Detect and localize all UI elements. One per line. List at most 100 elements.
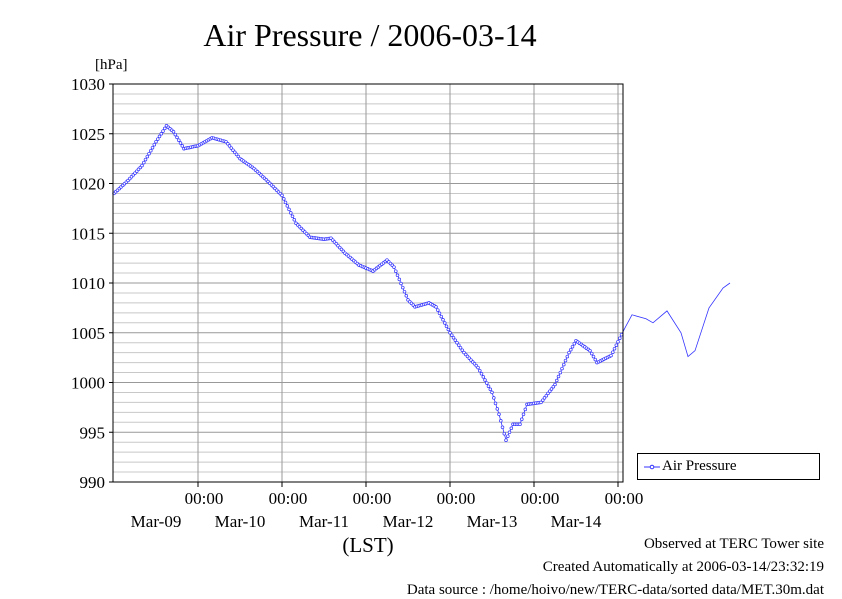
data-point <box>149 148 153 153</box>
data-point <box>483 378 487 382</box>
data-point <box>509 426 514 431</box>
y-axis-unit-label: [hPa] <box>95 57 128 73</box>
data-point <box>507 430 512 435</box>
data-point <box>145 154 150 159</box>
x-tick-date-label: Mar-11 <box>299 512 349 531</box>
data-point <box>177 138 181 142</box>
data-point <box>173 132 178 137</box>
data-point <box>481 375 486 379</box>
data-point <box>285 204 290 208</box>
data-point <box>560 366 564 371</box>
data-point <box>287 207 291 212</box>
y-tick-label: 1015 <box>71 224 105 243</box>
data-point <box>555 378 559 383</box>
data-point <box>450 333 454 337</box>
data-point <box>544 393 549 398</box>
x-tick-date-label: Mar-12 <box>383 512 434 531</box>
data-point <box>147 151 151 156</box>
data-point <box>397 277 402 282</box>
data-point <box>549 387 554 391</box>
data-point <box>448 331 452 335</box>
data-point <box>506 434 510 438</box>
data-point <box>619 332 624 337</box>
data-point <box>283 200 288 205</box>
data-point <box>154 139 158 144</box>
data-point <box>488 387 493 392</box>
data-point <box>175 135 179 140</box>
x-tick-time-label: 00:00 <box>185 489 224 508</box>
data-point <box>523 407 528 412</box>
data-point <box>618 336 622 340</box>
data-point <box>478 368 482 373</box>
data-point <box>399 281 403 286</box>
data-point <box>614 343 619 347</box>
data-point <box>567 350 571 355</box>
x-tick-time-label: 00:00 <box>521 489 560 508</box>
data-point <box>394 269 398 273</box>
data-point <box>590 351 594 356</box>
data-point <box>502 431 507 436</box>
data-point <box>460 348 465 352</box>
data-point <box>556 374 561 379</box>
data-point <box>551 384 556 389</box>
data-point <box>521 412 526 417</box>
data-point <box>234 152 239 157</box>
data-point <box>401 285 405 290</box>
data-point <box>562 362 566 367</box>
data-point <box>570 344 575 349</box>
data-point <box>280 193 284 198</box>
data-point <box>140 163 144 168</box>
data-point <box>612 346 617 351</box>
data-point <box>457 343 461 347</box>
data-point <box>497 412 501 417</box>
data-point <box>572 341 577 346</box>
legend-marker-icon <box>644 464 660 470</box>
data-point <box>451 335 456 340</box>
data-point <box>588 348 592 353</box>
data-point <box>152 142 157 147</box>
y-tick-label: 1005 <box>71 324 105 343</box>
x-tick-date-label: Mar-10 <box>215 512 266 531</box>
data-point <box>558 370 563 375</box>
data-point <box>611 350 615 354</box>
x-tick-time-label: 00:00 <box>437 489 476 508</box>
data-point <box>500 425 505 430</box>
data-point <box>163 126 167 131</box>
data-point <box>157 134 162 139</box>
y-tick-label: 1000 <box>71 374 105 393</box>
x-axis-label: (LST) <box>342 533 393 557</box>
data-point <box>499 419 503 423</box>
x-tick-time-label: 00:00 <box>269 489 308 508</box>
data-point <box>444 324 449 329</box>
data-point <box>546 391 550 396</box>
data-point <box>495 407 500 411</box>
data-point <box>443 321 447 325</box>
legend-label-air-pressure: Air Pressure <box>662 458 737 474</box>
y-tick-label: 995 <box>80 423 106 442</box>
data-point <box>486 384 491 388</box>
x-tick-time-label: 00:00 <box>353 489 392 508</box>
data-point <box>224 139 228 144</box>
data-point <box>231 148 235 152</box>
data-point <box>541 398 545 402</box>
data-point <box>520 417 524 422</box>
data-point <box>591 354 596 359</box>
data-point <box>178 141 183 145</box>
data-point <box>446 327 451 332</box>
data-point <box>282 197 286 201</box>
data-point <box>518 422 522 427</box>
data-point <box>476 365 480 370</box>
data-point <box>563 358 568 363</box>
data-point <box>616 339 620 344</box>
data-point <box>439 314 444 319</box>
data-point <box>453 338 458 342</box>
data-point <box>548 389 552 393</box>
y-tick-label: 990 <box>80 473 106 492</box>
data-point <box>542 396 547 400</box>
x-tick-time-label: 00:00 <box>605 489 644 508</box>
data-point <box>609 353 613 358</box>
data-point <box>290 214 295 219</box>
footer-observed: Observed at TERC Tower site <box>643 536 824 552</box>
x-tick-date-label: Mar-09 <box>131 512 182 531</box>
